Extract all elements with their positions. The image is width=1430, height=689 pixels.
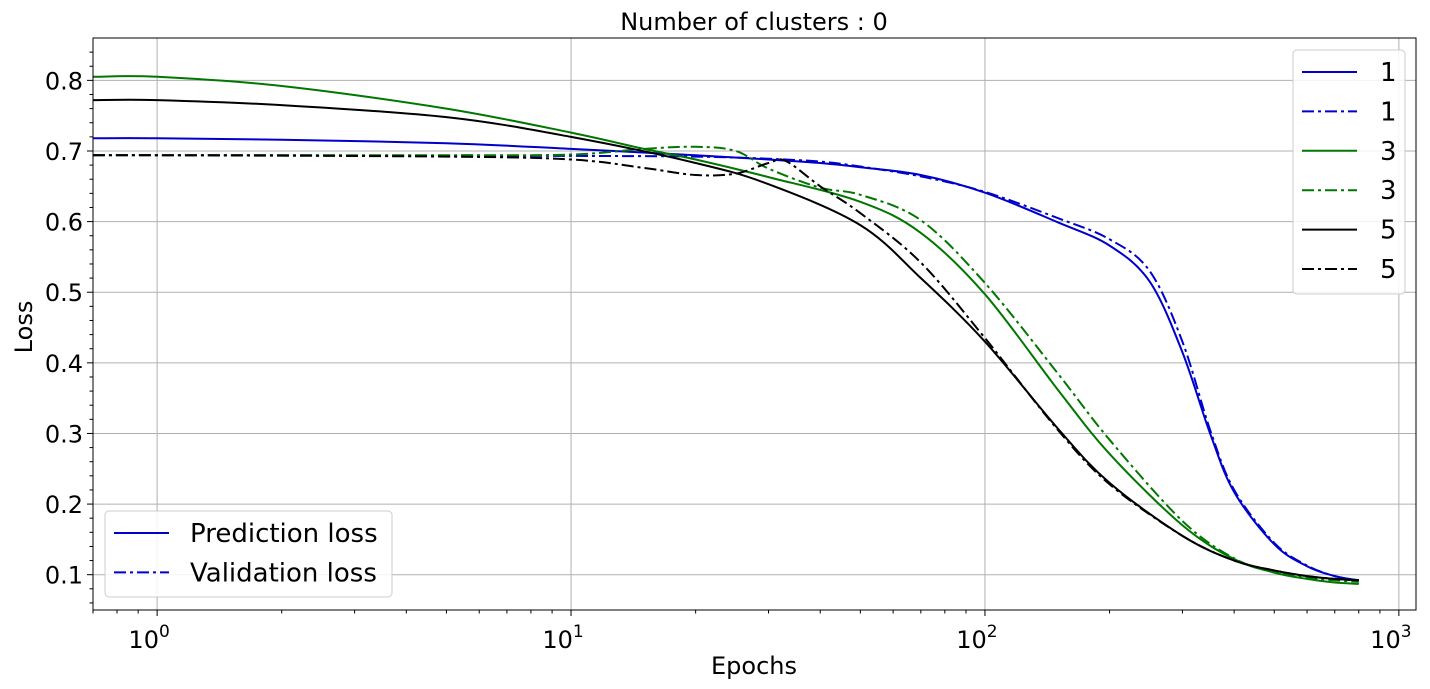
y-tick-label: 0.7 bbox=[45, 138, 83, 166]
x-tick-labels: 100 101 102 103 bbox=[128, 622, 1411, 654]
x-axis-title: Epochs bbox=[711, 652, 797, 680]
y-tick-label: 0.6 bbox=[45, 209, 83, 237]
y-axis-title: Loss bbox=[10, 301, 38, 354]
x-tick-label: 103 bbox=[1370, 622, 1411, 654]
y-tick-label: 0.4 bbox=[45, 350, 83, 378]
y-tick-label: 0.8 bbox=[45, 67, 83, 95]
series-line-5-dashdot bbox=[92, 154, 1359, 582]
y-tick-label: 0.3 bbox=[45, 420, 83, 448]
major-ticks bbox=[87, 79, 1400, 616]
chart-title: Number of clusters : 0 bbox=[620, 8, 888, 36]
legend-series-label: 1 bbox=[1380, 58, 1397, 88]
legend-series: 1 1 3 3 5 5 bbox=[1292, 49, 1406, 295]
y-tick-label: 0.5 bbox=[45, 279, 83, 307]
plot-frame bbox=[92, 37, 1417, 611]
legend-series-label: 3 bbox=[1380, 137, 1397, 167]
legend-series-label: 5 bbox=[1380, 216, 1397, 246]
series-layer bbox=[92, 75, 1359, 585]
x-tick-label: 101 bbox=[542, 622, 583, 654]
series-line-5-solid bbox=[92, 98, 1359, 582]
x-tick-label: 102 bbox=[956, 622, 997, 654]
minor-ticks bbox=[89, 51, 1381, 614]
legend-style-label: Prediction loss bbox=[190, 519, 378, 549]
y-tick-labels: 0.1 0.2 0.3 0.4 0.5 0.6 0.7 0.8 bbox=[45, 67, 83, 589]
x-tick-label: 100 bbox=[128, 622, 169, 654]
y-tick-label: 0.1 bbox=[45, 562, 83, 590]
legend-styles: Prediction loss Validation loss bbox=[104, 510, 393, 598]
series-line-1-solid bbox=[92, 137, 1359, 582]
legend-series-label: 1 bbox=[1380, 97, 1397, 127]
y-tick-label: 0.2 bbox=[45, 491, 83, 519]
legend-styles-box bbox=[104, 510, 393, 598]
legend-series-label: 5 bbox=[1380, 255, 1397, 285]
legend-series-label: 3 bbox=[1380, 176, 1397, 206]
legend-style-label: Validation loss bbox=[190, 558, 377, 588]
